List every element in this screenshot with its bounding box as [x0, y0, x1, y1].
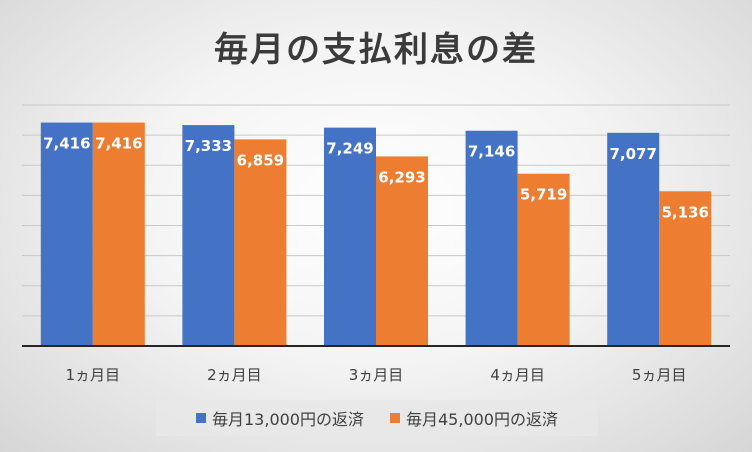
legend-swatch-series-1: [196, 413, 206, 423]
bar-series-2: [659, 191, 712, 346]
legend: 毎月13,000円の返済 毎月45,000円の返済: [156, 400, 598, 436]
data-label: 6,859: [237, 151, 284, 169]
bar-series-1: [182, 125, 235, 346]
bar-series-2: [234, 139, 287, 346]
data-label: 7,333: [185, 137, 232, 155]
data-label: 7,416: [95, 135, 142, 153]
x-tick-label: 1ヵ月目: [66, 366, 121, 384]
data-label: 5,136: [661, 203, 708, 221]
legend-label-series-1: 毎月13,000円の返済: [212, 410, 364, 429]
bar-series-1: [40, 122, 93, 346]
bar-series-2: [376, 156, 428, 346]
legend-label-series-2: 毎月45,000円の返済: [406, 410, 558, 429]
data-label: 7,416: [43, 135, 90, 153]
bar-series-1: [324, 127, 376, 347]
bar-series-1: [465, 130, 518, 346]
data-label: 7,146: [468, 143, 515, 161]
x-tick-label: 4ヵ月目: [490, 366, 545, 384]
x-tick-label: 3ヵ月目: [349, 366, 404, 384]
data-label: 7,077: [609, 145, 656, 163]
legend-item-series-2: 毎月45,000円の返済: [390, 406, 558, 430]
data-label: 7,249: [326, 140, 373, 158]
x-tick-label: 5ヵ月目: [632, 366, 687, 384]
data-label: 5,719: [520, 186, 567, 204]
legend-swatch-series-2: [390, 413, 400, 423]
bar-series-2: [517, 173, 570, 346]
bar-series-2: [92, 122, 145, 346]
data-label: 6,293: [378, 168, 425, 186]
bar-series-1: [607, 132, 660, 346]
chart-title: 毎月の支払利息の差: [214, 30, 538, 70]
x-tick-label: 2ヵ月目: [207, 366, 262, 384]
legend-item-series-1: 毎月13,000円の返済: [196, 406, 364, 430]
